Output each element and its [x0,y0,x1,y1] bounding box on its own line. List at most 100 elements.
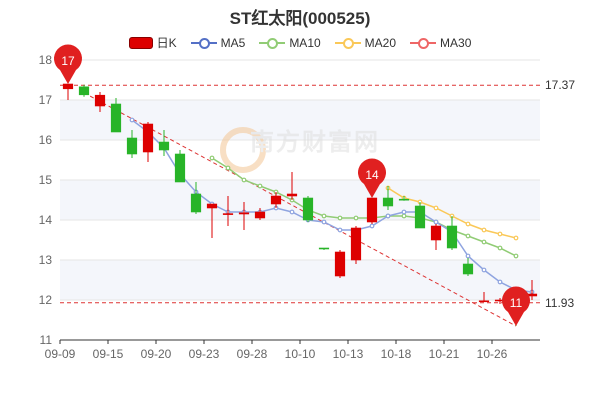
candle [158,130,170,156]
candle-body [350,227,362,261]
ma10-point [353,215,359,221]
candle [94,92,106,112]
legend-ma30-swatch [410,37,437,49]
ma5-point [497,279,503,285]
candle [238,202,250,230]
ma10-point [225,165,231,171]
candle [302,196,314,222]
mid-pin: 14 [358,158,386,198]
candle [334,250,346,278]
candle [190,182,202,214]
candle-body [78,86,90,96]
candle-body [334,251,346,277]
candle [270,192,282,208]
candle [430,224,442,250]
ma5-point [337,227,343,233]
candle [318,247,330,250]
max-pin-label: 17 [61,54,75,68]
candle-body [366,197,378,223]
candle-body [398,198,410,201]
y-tick-label: 13 [39,253,53,267]
legend-item-ma20[interactable]: MA20 [334,35,397,50]
y-tick-label: 11 [40,333,53,347]
y-tick-label: 17 [39,93,53,107]
candle-body [446,225,458,249]
legend-ma10-swatch [259,37,286,49]
candle-body [110,103,122,133]
candle-body [222,213,234,215]
ma5-point [385,213,391,219]
ma5-point [289,209,295,215]
candle [142,122,154,162]
watermark-text: 南方财富网 [250,128,380,156]
legend-item-ma10[interactable]: MA10 [259,36,321,50]
candle-body [430,225,442,241]
ma10-point [257,183,263,189]
candle-body [94,94,106,107]
legend-ma30-label: MA30 [440,35,472,50]
x-tick-label: 09-28 [237,347,268,361]
min-pin-shape [502,286,531,326]
legend-item-ma5[interactable]: MA5 [190,35,246,50]
ma5-point [433,219,439,225]
candle-body [238,212,250,215]
y-tick-label: 14 [39,213,53,227]
x-tick-label: 10-21 [429,347,460,361]
legend-item-ma30[interactable]: MA30 [410,36,471,50]
candle-body [318,247,330,250]
candle-body [62,83,74,90]
candle [366,197,378,224]
ma5-point [465,253,471,259]
candle-body [142,123,154,153]
candle [446,216,458,250]
x-tick-label: 09-23 [189,347,220,361]
candle [414,202,426,229]
min-pin: 11 [502,286,531,326]
ma20-point [513,235,519,241]
ma20-point [465,221,471,227]
x-tick-label: 10-13 [333,347,364,361]
x-tick-label: 10-18 [381,347,412,361]
ma10-point [481,239,487,245]
candle-body [270,195,282,205]
candle-body [206,203,218,209]
candle [286,172,298,200]
candle-body [302,197,314,221]
candle-body [414,205,426,229]
ma10-point [209,155,215,161]
y-tick-label: 15 [39,173,53,187]
candle-body [462,263,474,275]
watermark-logo [220,127,266,173]
ma10-point [401,213,407,219]
candle [398,196,410,201]
legend-ma20-label: MA20 [364,35,397,50]
high-price-label: 17.37 [545,78,575,92]
candle-body [174,153,186,183]
legend-ma5-label: MA5 [220,35,246,50]
ma10-line [211,157,517,257]
legend-item-candle[interactable]: 日K [128,34,177,51]
candle [78,84,90,97]
candle [478,292,490,303]
ma20-point [481,227,487,233]
candle [222,196,234,226]
candle-body [382,197,394,207]
legend-candle-label: 日K [156,36,177,50]
mid-pin-label: 14 [365,168,379,182]
candle-body [190,193,202,213]
ma5-point [481,267,487,273]
mid-pin-shape [358,158,386,198]
background-band [60,180,540,220]
max-pin-shape [54,44,83,84]
trend-line [83,92,517,327]
y-tick-label: 18 [39,53,53,67]
ma10-point [241,177,247,183]
ma20-point [497,231,503,237]
x-tick-label: 09-20 [141,347,172,361]
legend: 日K MA5 MA10 MA20 MA30 [0,34,600,51]
x-tick-label: 10-10 [285,347,316,361]
max-pin: 17 [54,44,83,84]
ma10-point [465,233,471,239]
ma5-point [321,219,327,225]
